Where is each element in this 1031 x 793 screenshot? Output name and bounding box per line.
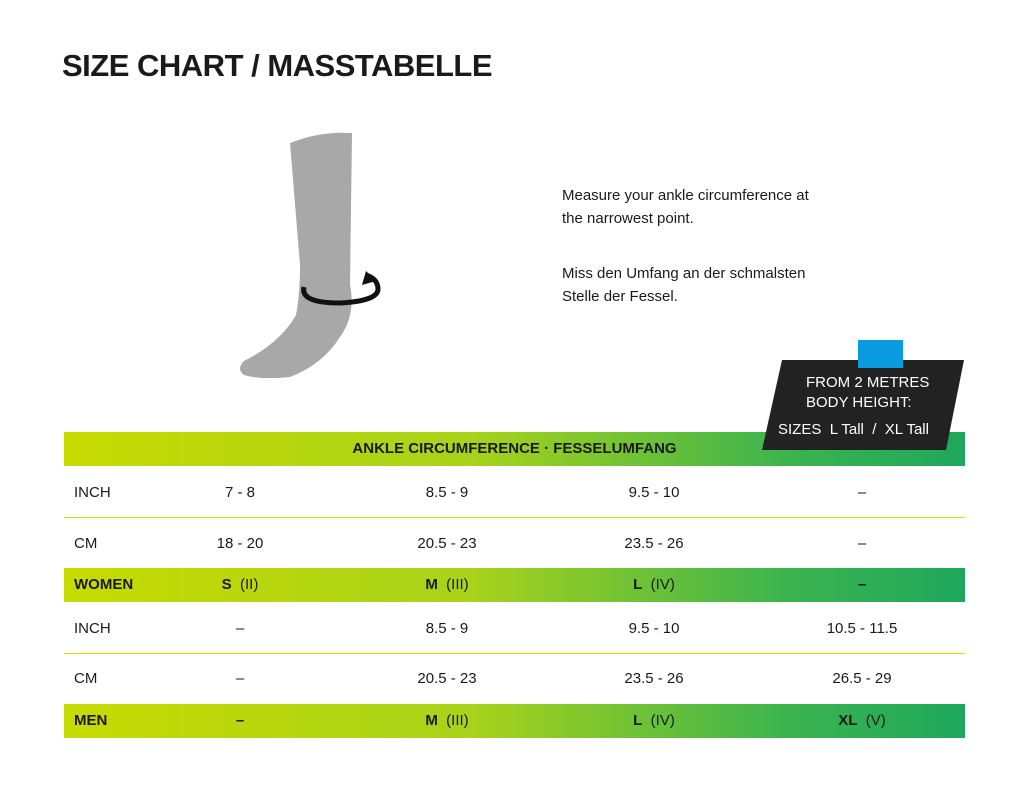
cell: 9.5 - 10 <box>628 484 680 501</box>
cell: – <box>235 670 245 687</box>
cell: S (II) <box>160 575 320 595</box>
size-number: (II) <box>240 576 259 593</box>
text-line: FROM 2 METRES <box>806 374 930 391</box>
cell: 23.5 - 26 <box>624 535 684 552</box>
sock-illustration <box>240 132 381 379</box>
size: XL Tall <box>884 421 929 438</box>
row-label: INCH <box>74 620 111 637</box>
badge-lines: FROM 2 METRES BODY HEIGHT: <box>806 373 929 413</box>
cell: 7 - 8 <box>224 484 255 501</box>
text-line: Measure your ankle circumference at <box>562 187 809 204</box>
cell: XL (V) <box>782 711 942 731</box>
cell: – <box>857 535 867 552</box>
row-label: CM <box>74 535 98 552</box>
cell: 8.5 - 9 <box>425 620 469 637</box>
text-line: the narrowest point. <box>562 210 694 227</box>
size-code: S <box>221 576 232 593</box>
badge-sizes: SIZES L Tall / XL Tall <box>778 420 929 440</box>
size-row-bar <box>64 704 965 738</box>
cell: 20.5 - 23 <box>417 535 477 552</box>
size: L Tall <box>829 421 864 438</box>
cell: 9.5 - 10 <box>628 620 680 637</box>
row-separator <box>64 653 965 654</box>
text-line: Miss den Umfang an der schmalsten <box>562 265 806 282</box>
title: SIZE CHART / MASSTABELLE <box>62 48 493 83</box>
row-label: INCH <box>74 484 111 501</box>
cell: – <box>235 712 245 729</box>
size-number: (IV) <box>650 712 675 729</box>
cell: – <box>857 484 867 501</box>
separator: / <box>872 421 877 438</box>
table-heading: ANKLE CIRCUMFERENCE · FESSELUMFANG <box>352 440 677 457</box>
size-code: L <box>633 576 643 593</box>
size-code: XL <box>838 712 858 729</box>
size-number: (III) <box>446 712 469 729</box>
size-number: (III) <box>446 576 469 593</box>
cell: L (IV) <box>574 575 734 595</box>
size-code: L <box>633 712 643 729</box>
cell: M (III) <box>367 711 527 731</box>
size-row-bar <box>64 568 965 602</box>
instruction-de: Miss den Umfang an der schmalsten Stelle… <box>562 262 805 308</box>
row-separator <box>64 517 965 518</box>
size-number: (IV) <box>650 576 675 593</box>
cell: L (IV) <box>574 711 734 731</box>
sizes-label: SIZES <box>778 421 822 438</box>
cell: M (III) <box>367 575 527 595</box>
cell: 23.5 - 26 <box>624 670 684 687</box>
instruction-en: Measure your ankle circumference at the … <box>562 184 809 230</box>
size-number: (V) <box>865 712 886 729</box>
row-label: WOMEN <box>74 576 134 593</box>
cell: – <box>857 576 867 593</box>
badge-shape <box>762 340 964 450</box>
cell: 20.5 - 23 <box>417 670 477 687</box>
size-code: M <box>425 712 438 729</box>
cell: 10.5 - 11.5 <box>826 620 898 637</box>
cell: 8.5 - 9 <box>425 484 469 501</box>
text-line: Stelle der Fessel. <box>562 288 678 305</box>
size-code: M <box>425 576 438 593</box>
cell: – <box>235 620 245 637</box>
text-line: BODY HEIGHT: <box>806 394 912 411</box>
cell: 18 - 20 <box>216 535 264 552</box>
row-label: CM <box>74 670 98 687</box>
row-label: MEN <box>74 712 108 729</box>
cell: 26.5 - 29 <box>832 670 892 687</box>
